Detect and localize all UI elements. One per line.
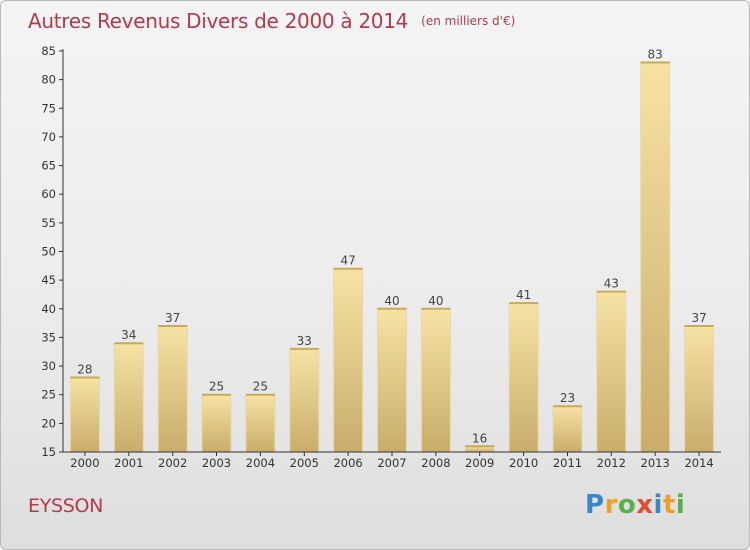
axes-layer: 2000 2001 2002 2003 2004 2005 2006 2007 2008 2009…: [41, 44, 721, 470]
x-tick-label: 2004: [246, 456, 275, 470]
y-tick-label: 75: [41, 101, 56, 115]
data-label: 40: [384, 294, 399, 308]
data-label: 16: [472, 431, 487, 445]
y-tick-label: 35: [41, 330, 56, 344]
logo-letter: o: [617, 490, 637, 520]
bar: [377, 308, 407, 453]
x-tick-label: 2008: [421, 456, 450, 470]
logo-letter: x: [636, 490, 654, 520]
data-label: 25: [209, 380, 224, 394]
y-tick-label: 65: [41, 159, 56, 173]
y-tick-label: 70: [41, 130, 56, 144]
x-tick-label: 2001: [114, 456, 143, 470]
proxiti-logo[interactable]: Proxiti: [585, 490, 685, 520]
y-tick-label: 50: [41, 245, 56, 259]
data-label: 37: [165, 311, 180, 325]
bars-layer: 28 34 37 25 25 33 47 40 40 16 41 23 43 83 37: [69, 48, 715, 453]
y-tick-label: 60: [41, 187, 56, 201]
bar: [245, 394, 276, 453]
y-tick-label: 25: [41, 388, 56, 402]
x-tick-label: 2011: [553, 456, 582, 470]
logo-letter: P: [585, 490, 605, 520]
x-tick-label: 2010: [509, 456, 538, 470]
x-tick-label: 2012: [597, 456, 626, 470]
bar: [157, 325, 188, 453]
data-label: 33: [297, 334, 312, 348]
y-tick-label: 15: [41, 445, 56, 459]
data-label: 23: [560, 391, 575, 405]
x-tick-label: 2002: [158, 456, 187, 470]
bar: [113, 342, 144, 453]
x-tick-label: 2005: [290, 456, 319, 470]
bar: [640, 62, 671, 453]
data-label: 37: [691, 311, 706, 325]
data-label: 28: [77, 363, 92, 377]
chart-title: Autres Revenus Divers de 2000 à 2014 (en…: [28, 9, 515, 33]
logo-letter: i: [653, 490, 663, 520]
data-label: 47: [340, 254, 355, 268]
commune-name: EYSSON: [28, 495, 104, 517]
logo-letter: r: [604, 490, 618, 520]
data-label: 25: [253, 380, 268, 394]
bar: [508, 302, 539, 453]
data-label: 34: [121, 328, 136, 342]
y-tick-label: 45: [41, 273, 56, 287]
y-tick-label: 80: [41, 73, 56, 87]
y-tick-label: 20: [41, 416, 56, 430]
bar: [69, 377, 100, 453]
bar: [552, 405, 583, 453]
data-label: 83: [648, 48, 663, 62]
bar: [201, 394, 232, 453]
x-tick-label: 2000: [70, 456, 99, 470]
bar: [420, 308, 451, 453]
bar: [289, 348, 320, 453]
x-tick-label: 2003: [202, 456, 231, 470]
logo-letter: i: [675, 490, 686, 520]
chart-title-text: Autres Revenus Divers de 2000 à 2014: [28, 9, 409, 33]
y-tick-label: 55: [41, 216, 56, 230]
x-tick-label: 2006: [333, 456, 362, 470]
bar: [684, 325, 715, 453]
bar: [596, 291, 627, 453]
data-label: 41: [516, 288, 531, 302]
y-tick-label: 30: [41, 359, 56, 373]
logo-letter: t: [662, 490, 676, 520]
bar: [333, 268, 364, 453]
x-tick-label: 2007: [377, 456, 406, 470]
y-tick-label: 85: [41, 44, 56, 58]
x-tick-label: 2009: [465, 456, 494, 470]
y-tick-label: 40: [41, 302, 56, 316]
x-tick-label: 2013: [641, 456, 670, 470]
chart-unit-note: (en milliers d'€): [421, 14, 516, 28]
data-label: 43: [604, 277, 619, 291]
data-label: 40: [428, 294, 443, 308]
x-tick-label: 2014: [684, 456, 713, 470]
